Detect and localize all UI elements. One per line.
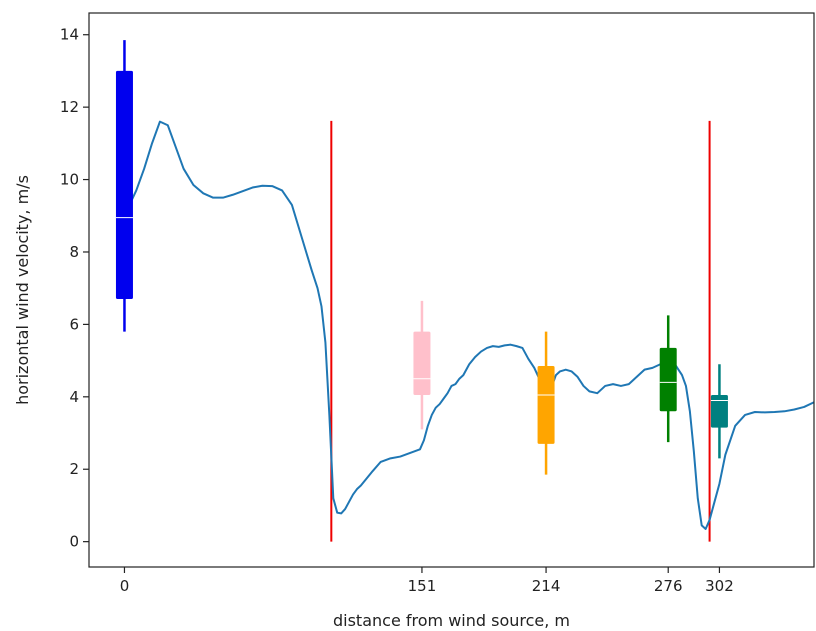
x-tick-label: 214 — [532, 577, 561, 595]
y-tick-label: 8 — [69, 243, 79, 261]
y-tick-label: 10 — [60, 171, 79, 189]
box-body — [115, 70, 133, 300]
box-marker-0 — [115, 40, 133, 332]
box-body — [710, 395, 728, 428]
y-axis-label: horizontal wind velocity, m/s — [13, 175, 32, 405]
box-body — [659, 347, 677, 412]
x-tick-label: 0 — [120, 577, 130, 595]
x-tick-label: 302 — [705, 577, 734, 595]
box-marker-151 — [413, 300, 431, 430]
plot-layer — [115, 40, 815, 542]
plot-frame — [88, 12, 815, 568]
y-tick-label: 4 — [69, 388, 79, 406]
y-tick-label: 14 — [60, 26, 79, 44]
y-tick-label: 12 — [60, 98, 79, 116]
y-axis: 0 2 4 6 8 10 12 14 — [60, 26, 89, 551]
box-body — [537, 366, 555, 444]
y-tick-label: 2 — [69, 460, 79, 478]
series-line — [123, 120, 815, 530]
y-tick-label: 6 — [69, 315, 79, 333]
box-marker-302 — [710, 364, 728, 459]
x-tick-label: 151 — [408, 577, 437, 595]
y-tick-label: 0 — [69, 533, 79, 551]
box-marker-276 — [659, 315, 677, 443]
box-body — [413, 331, 431, 396]
box-marker-214 — [537, 331, 555, 475]
x-axis: 0 151 214 276 302 — [120, 567, 734, 595]
x-tick-label: 276 — [654, 577, 683, 595]
x-axis-label: distance from wind source, m — [333, 611, 570, 630]
